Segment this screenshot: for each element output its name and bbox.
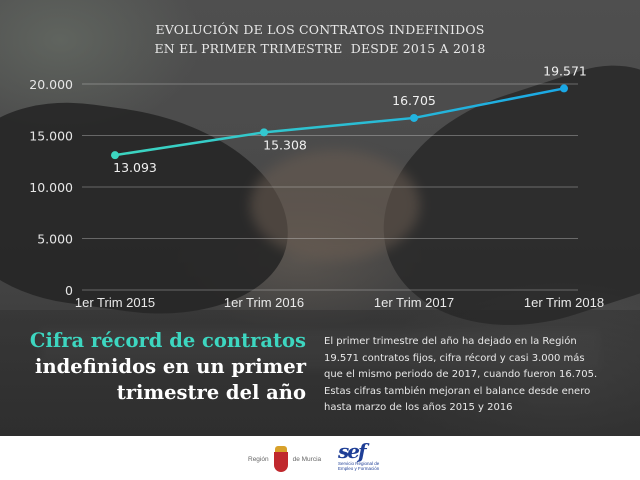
- x-axis: 1er Trim 2015 1er Trim 2016 1er Trim 2017 1…: [75, 295, 604, 310]
- y-tick-label: 20.000: [29, 77, 73, 92]
- data-point: [260, 128, 268, 137]
- background-handshake: [250, 150, 420, 260]
- data-point: [111, 151, 119, 160]
- body-line4: Estas cifras también mejoran el balance …: [324, 385, 591, 397]
- y-tick-label: 5.000: [37, 232, 73, 247]
- chart-title: EVOLUCIÓN DE LOS CONTRATOS INDEFINIDOS E…: [0, 20, 640, 58]
- x-tick-label: 1er Trim 2018: [524, 295, 604, 310]
- logo-text-murcia: de Murcia: [292, 455, 322, 463]
- chart-title-line2: EN EL PRIMER TRIMESTRE DESDE 2015 A 2018: [154, 41, 486, 56]
- body-line1: El primer trimestre del año ha dejado en…: [324, 336, 577, 347]
- x-tick-label: 1er Trim 2017: [374, 295, 454, 310]
- y-tick-label: 15.000: [29, 129, 73, 144]
- body-line2: 19.571 contratos fijos, cifra récord y c…: [324, 352, 585, 364]
- data-point: [410, 113, 418, 122]
- coat-of-arms-icon: [273, 446, 288, 472]
- body-paragraph: El primer trimestre del año ha dejado en…: [324, 334, 634, 417]
- body-line3: que el mismo periodo de 2017, cuando fue…: [324, 369, 598, 380]
- data-labels: 13.093 15.308 16.705 19.571: [113, 63, 587, 175]
- headline-line1: Cifra récord de contratos: [29, 329, 306, 352]
- y-tick-label: 0: [65, 283, 73, 298]
- sef-logo: sef Servicio Regional de Empleo y Formac…: [338, 441, 408, 475]
- data-label: 19.571: [543, 63, 587, 78]
- data-label: 15.308: [263, 137, 307, 152]
- headline-line3: trimestre del año: [116, 381, 306, 404]
- sef-subtitle-line2: Empleo y Formación: [338, 466, 380, 471]
- data-point: [560, 84, 568, 93]
- chart-title-line1: EVOLUCIÓN DE LOS CONTRATOS INDEFINIDOS: [155, 22, 485, 37]
- x-tick-label: 1er Trim 2015: [75, 295, 155, 310]
- infographic-canvas: EVOLUCIÓN DE LOS CONTRATOS INDEFINIDOS E…: [0, 0, 640, 436]
- x-tick-label: 1er Trim 2016: [224, 295, 304, 310]
- region-de-murcia-logo: Región de Murcia: [248, 444, 321, 474]
- y-axis: 0 5.000 10.000 15.000 20.000: [29, 77, 73, 298]
- footer: Región de Murcia sef Servicio Regional d…: [0, 436, 640, 480]
- series-line: [114, 87, 565, 157]
- logo-text-region: Región: [248, 455, 269, 463]
- data-label: 13.093: [113, 160, 157, 175]
- data-label: 16.705: [392, 93, 436, 108]
- data-points: [111, 84, 568, 160]
- gridlines: [82, 83, 578, 291]
- y-tick-label: 10.000: [29, 180, 73, 195]
- headline: Cifra récord de contratos indefinidos en…: [30, 328, 306, 406]
- headline-line2: indefinidos en un primer: [35, 355, 306, 378]
- body-line5: hasta marzo de los años 2015 y 2016: [324, 402, 513, 413]
- sef-subtitle-line1: Servicio Regional de: [338, 461, 380, 466]
- background-shade: [0, 310, 640, 436]
- sef-mark-icon: sef: [338, 439, 367, 463]
